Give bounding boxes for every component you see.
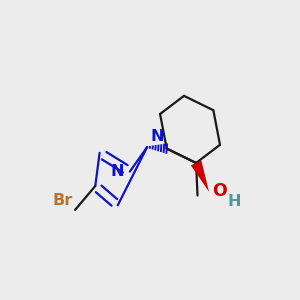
Text: Br: Br bbox=[52, 194, 73, 208]
Polygon shape bbox=[191, 160, 209, 192]
Text: N: N bbox=[151, 129, 164, 144]
Text: N: N bbox=[110, 164, 124, 179]
Text: H: H bbox=[228, 194, 241, 209]
Text: O: O bbox=[212, 182, 227, 200]
